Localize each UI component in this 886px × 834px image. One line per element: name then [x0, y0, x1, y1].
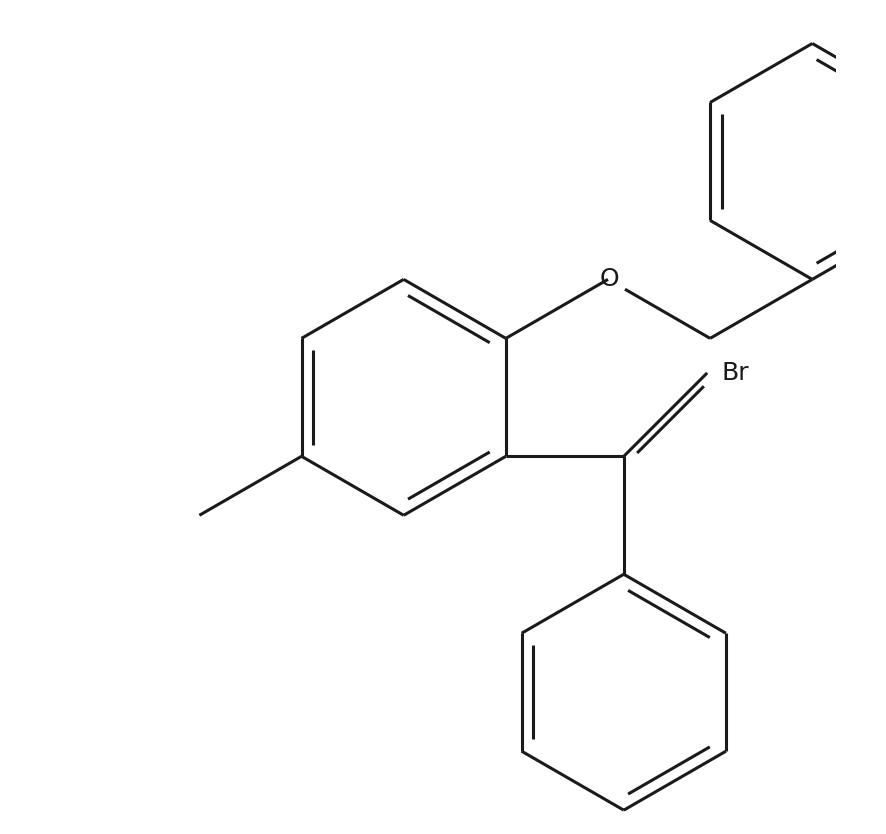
Text: O: O	[600, 268, 619, 291]
Text: Br: Br	[721, 361, 749, 385]
